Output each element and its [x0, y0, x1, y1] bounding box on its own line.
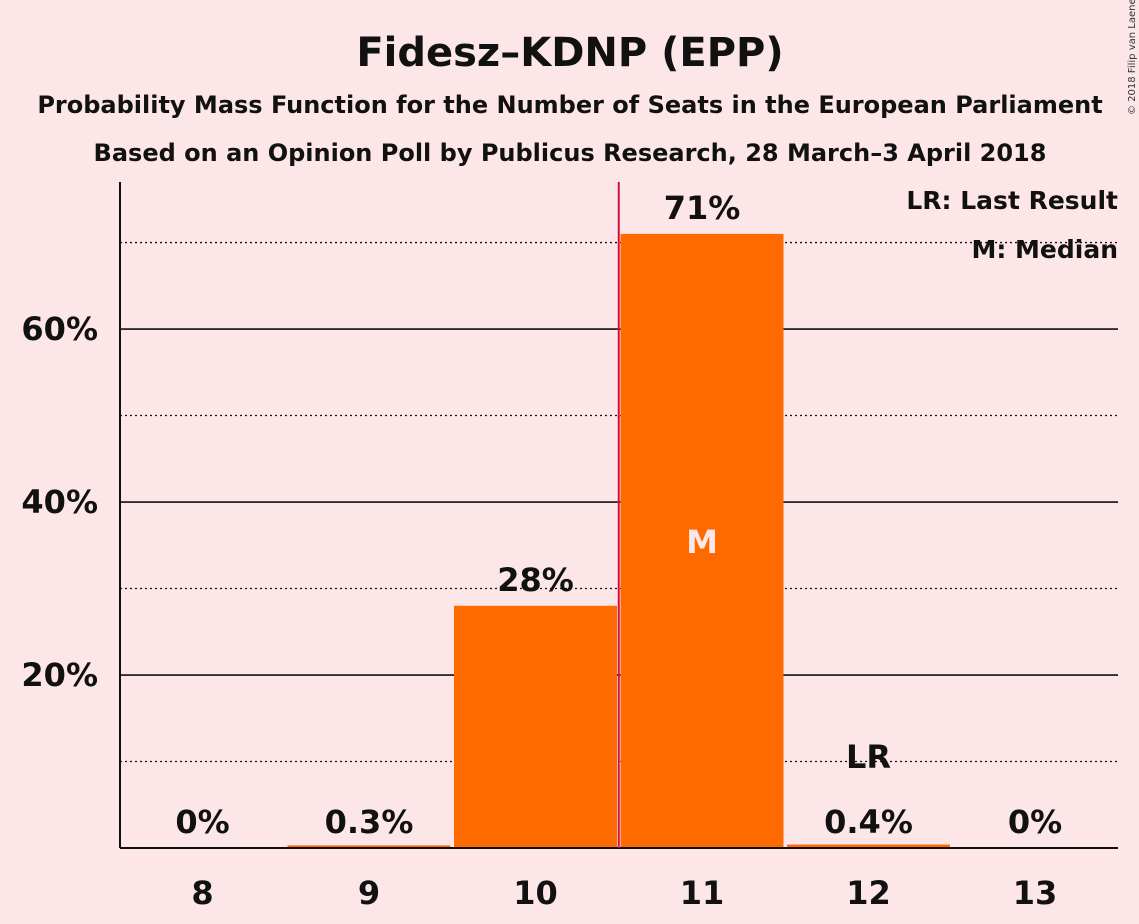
median-marker: M	[686, 523, 718, 561]
x-tick-label: 9	[358, 874, 380, 912]
chart-title: Fidesz–KDNP (EPP)	[356, 30, 783, 76]
x-tick-label: 11	[680, 874, 725, 912]
bar-12	[787, 844, 950, 848]
x-tick-label: 12	[846, 874, 891, 912]
x-tick-label: 8	[191, 874, 213, 912]
bars: 0% 8 0.3% 9 28% 10 71% 11 0.4% 12 0% 13	[175, 189, 1062, 912]
chart-overlay: M LR	[119, 182, 1118, 849]
value-label-9: 0.3%	[325, 803, 414, 841]
value-label-11: 71%	[664, 189, 741, 227]
x-tick-label: 13	[1013, 874, 1058, 912]
legend-last-result: LR: Last Result	[906, 186, 1118, 215]
y-tick-label: 20%	[21, 656, 98, 694]
legend: LR: Last Result M: Median	[906, 186, 1118, 264]
bar-11	[620, 233, 784, 848]
copyright-note: © 2018 Filip van Laenen	[1127, 0, 1138, 115]
bar-10	[454, 605, 617, 848]
value-label-10: 28%	[497, 561, 574, 599]
legend-median: M: Median	[971, 235, 1118, 264]
value-label-13: 0%	[1008, 803, 1062, 841]
last-result-marker: LR	[846, 738, 891, 776]
value-label-8: 0%	[175, 803, 229, 841]
y-tick-label: 40%	[21, 483, 98, 521]
y-tick-label: 60%	[21, 310, 98, 348]
x-tick-label: 10	[513, 874, 558, 912]
chart-subtitle: Probability Mass Function for the Number…	[37, 91, 1102, 119]
bar-9	[287, 845, 451, 848]
chart-subtitle-poll: Based on an Opinion Poll by Publicus Res…	[94, 139, 1047, 167]
value-label-12: 0.4%	[824, 803, 913, 841]
